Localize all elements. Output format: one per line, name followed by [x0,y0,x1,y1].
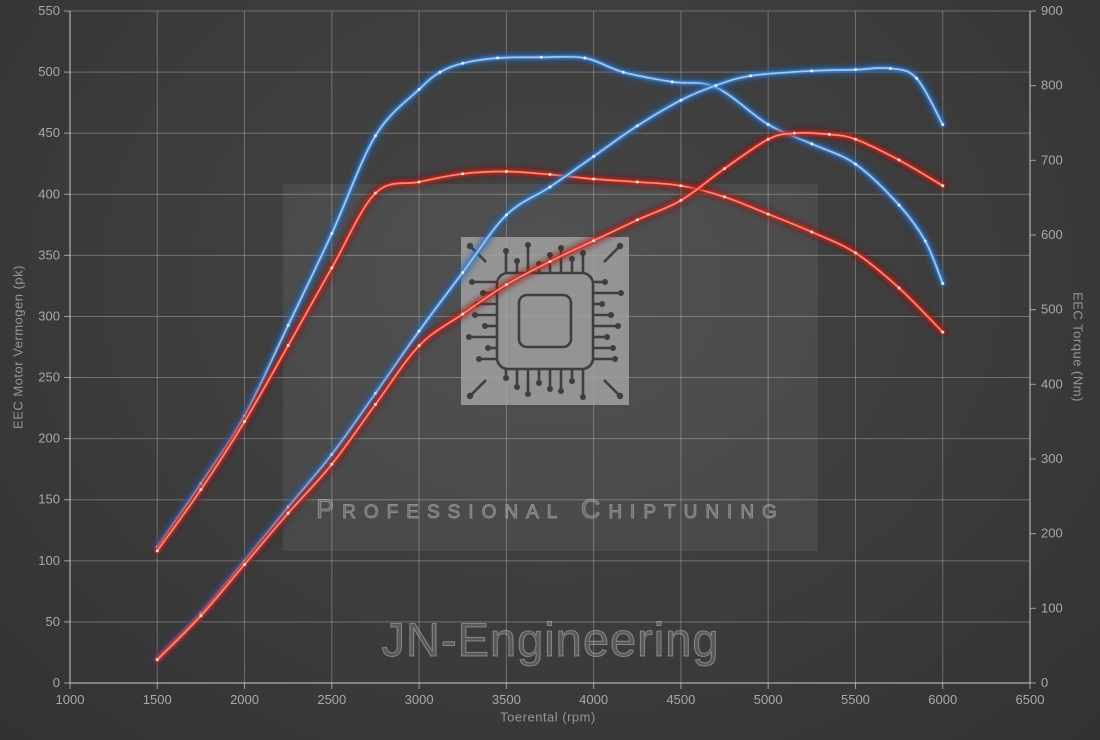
svg-text:200: 200 [1041,526,1063,541]
svg-text:1000: 1000 [56,692,85,707]
data-point-dots-red-torque [155,170,945,553]
svg-text:250: 250 [38,370,60,385]
svg-text:800: 800 [1041,78,1063,93]
svg-text:300: 300 [1041,451,1063,466]
y-left-axis-title: EEC Motor Vermogen (pk) [10,265,26,429]
svg-text:4500: 4500 [666,692,695,707]
svg-text:500: 500 [38,64,60,79]
watermark-title: JN-Engineering [381,613,720,667]
svg-text:5000: 5000 [754,692,783,707]
svg-text:450: 450 [38,125,60,140]
svg-text:2000: 2000 [230,692,259,707]
svg-text:200: 200 [38,431,60,446]
svg-text:6000: 6000 [928,692,957,707]
curve-red-power [152,128,948,665]
svg-text:5500: 5500 [841,692,870,707]
svg-text:350: 350 [38,247,60,262]
svg-text:0: 0 [1041,675,1048,690]
x-axis-title: Toerental (rpm) [500,709,596,725]
svg-text:400: 400 [1041,376,1063,391]
svg-text:100: 100 [1041,600,1063,615]
svg-text:3500: 3500 [492,692,521,707]
svg-text:4000: 4000 [579,692,608,707]
axis-lines [69,11,1031,684]
svg-text:550: 550 [38,3,60,18]
svg-text:900: 900 [1041,3,1063,18]
svg-text:300: 300 [38,308,60,323]
watermark-subtitle: Professional Chiptuning [316,494,785,525]
tick-labels: 0501001502002503003504004505005500100200… [38,3,1062,707]
tick-marks [64,10,1036,689]
svg-text:600: 600 [1041,227,1063,242]
svg-text:100: 100 [38,553,60,568]
y-right-axis-title: EEC Torque (Nm) [1070,292,1086,402]
svg-text:50: 50 [46,614,60,629]
svg-text:1500: 1500 [143,692,172,707]
data-point-dots-red-power [155,131,945,662]
svg-text:500: 500 [1041,302,1063,317]
svg-text:700: 700 [1041,152,1063,167]
svg-text:400: 400 [38,186,60,201]
svg-text:150: 150 [38,492,60,507]
curve-red-torque [152,166,948,556]
svg-text:2500: 2500 [317,692,346,707]
svg-text:6500: 6500 [1016,692,1045,707]
svg-text:0: 0 [53,675,60,690]
svg-text:3000: 3000 [405,692,434,707]
